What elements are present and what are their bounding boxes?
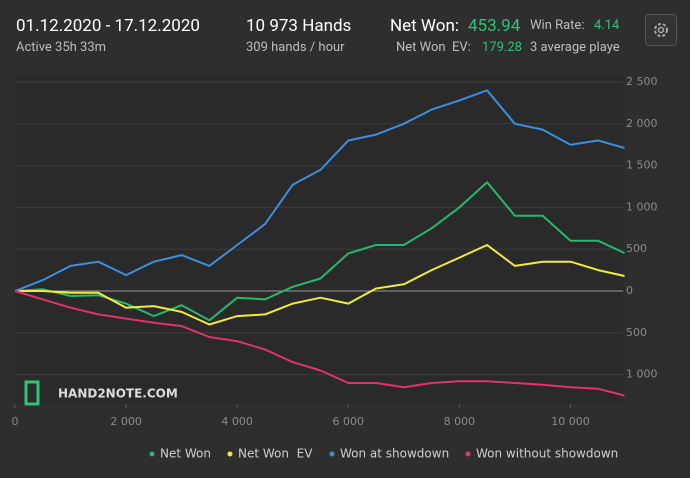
net-won: 453.94 bbox=[468, 16, 521, 36]
y-tick-label: 1 500 bbox=[626, 159, 658, 172]
x-tick-label: 10 000 bbox=[551, 415, 590, 428]
legend-label: Net Won EV bbox=[238, 447, 313, 461]
gear-icon bbox=[654, 23, 668, 37]
x-tick-label: 2 000 bbox=[110, 415, 142, 428]
active-time: Active 35h 33m bbox=[16, 40, 107, 55]
x-tick-label: 4 000 bbox=[221, 415, 253, 428]
x-tick-label: 8 000 bbox=[444, 415, 476, 428]
y-tick-label: 500 bbox=[626, 326, 647, 339]
win-rate-label: Win Rate: bbox=[530, 18, 585, 33]
logo-icon bbox=[24, 380, 40, 406]
plot-area bbox=[15, 74, 623, 404]
x-tick-label: 0 bbox=[12, 415, 19, 428]
y-tick-label: 1 000 bbox=[626, 368, 658, 381]
series-line bbox=[14, 89, 625, 292]
hands: 10 973 Hands bbox=[246, 16, 352, 36]
legend-label: Won without showdown bbox=[476, 447, 618, 461]
win-rate: 4.14 bbox=[594, 18, 620, 33]
series-line bbox=[15, 244, 625, 326]
net-won-ev: 179.28 bbox=[482, 40, 522, 55]
win-rate-box: Win Rate: 4.14 3 average playe bbox=[530, 14, 638, 62]
y-tick-label: 0 bbox=[626, 284, 633, 297]
hands-rate: 309 hands / hour bbox=[246, 40, 345, 55]
settings-button[interactable] bbox=[645, 14, 677, 46]
legend-label: Won at showdown bbox=[340, 447, 449, 461]
legend-marker bbox=[329, 451, 335, 457]
y-tick-label: 500 bbox=[626, 242, 647, 255]
legend-marker bbox=[149, 451, 155, 457]
legend-marker bbox=[465, 451, 471, 457]
players: 3 average playe bbox=[530, 40, 620, 55]
series-line bbox=[14, 290, 625, 397]
legend-marker bbox=[227, 451, 233, 457]
x-tick-label: 6 000 bbox=[333, 415, 365, 428]
y-tick-label: 2 000 bbox=[626, 117, 658, 130]
y-tick-label: 1 000 bbox=[626, 200, 658, 213]
net-won-label: Net Won: bbox=[390, 16, 459, 36]
logo: HAND2NOTE.COM bbox=[58, 387, 178, 401]
series-line bbox=[14, 181, 625, 322]
legend-label: Net Won bbox=[160, 447, 211, 461]
y-tick-label: 2 500 bbox=[626, 75, 658, 88]
date-range: 01.12.2020 - 17.12.2020 bbox=[16, 16, 200, 36]
net-won-ev-label: Net Won EV: bbox=[396, 40, 471, 55]
